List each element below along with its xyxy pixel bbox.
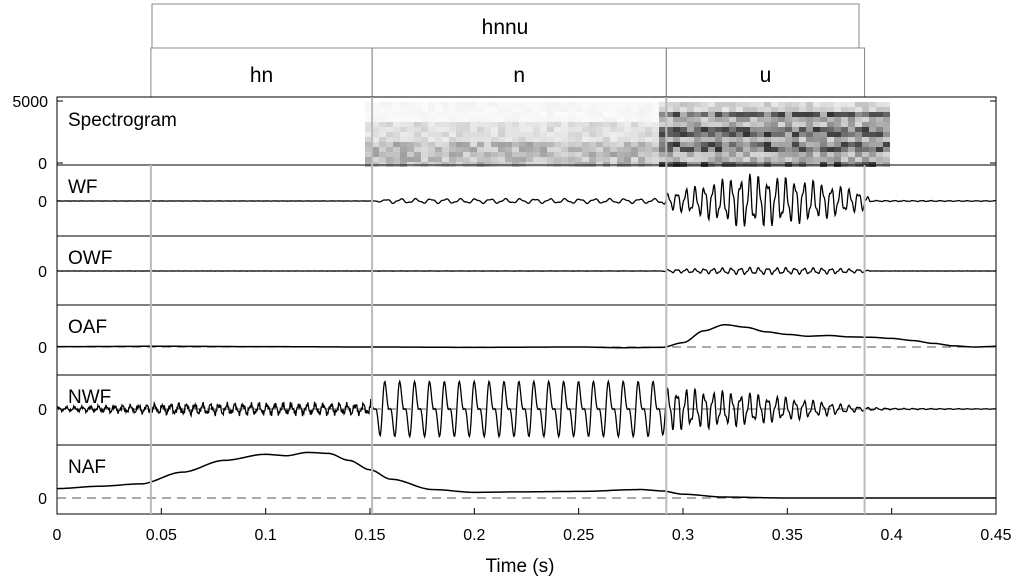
y-tick-label: 0 bbox=[38, 264, 47, 281]
segment-2: n bbox=[371, 47, 667, 99]
x-tick-label: 0.45 bbox=[980, 527, 1011, 544]
x-tick-label: 0.4 bbox=[881, 527, 903, 544]
panel-label: OAF bbox=[68, 317, 107, 338]
x-tick-label: 0.3 bbox=[672, 527, 694, 544]
y-tick-label: 0 bbox=[38, 491, 47, 508]
naf-panel: NAF 0 bbox=[38, 444, 997, 515]
segment-label: hn bbox=[250, 64, 273, 87]
nwf-series-line bbox=[57, 379, 996, 439]
segment-1: hn bbox=[150, 47, 373, 99]
x-tick-label: 0.15 bbox=[354, 527, 385, 544]
spectrogram-panel: Spectrogram 0 5000 bbox=[12, 94, 997, 173]
oaf-series-line bbox=[57, 323, 996, 349]
spectrogram-cells bbox=[365, 102, 890, 167]
panel-label: WF bbox=[68, 177, 98, 198]
x-tick-label: 0.35 bbox=[772, 527, 803, 544]
x-tick-label: 0.05 bbox=[146, 527, 177, 544]
x-tick-label: 0.1 bbox=[255, 527, 277, 544]
oaf-panel: OAF 0 bbox=[38, 304, 997, 376]
owf-series-line bbox=[57, 266, 996, 276]
segment-label: u bbox=[760, 64, 772, 87]
segment-label: n bbox=[513, 64, 525, 87]
panel-label: OWF bbox=[68, 248, 112, 269]
oaf-frame bbox=[56, 304, 997, 376]
x-tick-label: 0.2 bbox=[463, 527, 485, 544]
segment-3: u bbox=[665, 47, 866, 99]
panel-label: Spectrogram bbox=[68, 110, 177, 131]
word-label: hnnu bbox=[482, 16, 529, 39]
x-tick-label: 0.25 bbox=[563, 527, 594, 544]
y-tick-label: 0 bbox=[38, 402, 47, 419]
panel-label: NAF bbox=[68, 457, 106, 478]
naf-frame bbox=[56, 444, 997, 515]
wf-series-line bbox=[57, 173, 996, 227]
waveform-panels: WF 0 OWF 0 OAF 0 NWF 0 NAF 0 bbox=[38, 164, 997, 515]
nwf-panel: NWF 0 bbox=[38, 374, 997, 446]
y-tick-label: 0 bbox=[38, 340, 47, 357]
owf-panel: OWF 0 bbox=[38, 235, 997, 306]
y-tick-label: 0 bbox=[38, 156, 47, 173]
y-tick-label: 5000 bbox=[12, 94, 48, 111]
segment-row: hn n u bbox=[150, 47, 866, 99]
wf-panel: WF 0 bbox=[38, 164, 997, 237]
x-tick-label: 0 bbox=[53, 527, 62, 544]
segment-boundaries bbox=[149, 97, 866, 514]
x-axis-title: Time (s) bbox=[486, 556, 555, 577]
y-tick-label: 0 bbox=[38, 194, 47, 211]
transcription-header: hnnu hn n u bbox=[150, 3, 866, 99]
naf-series-line bbox=[57, 451, 996, 499]
panel-label: NWF bbox=[68, 387, 111, 408]
x-axis: 0 0.05 0.1 0.15 0.2 0.25 0.3 0.35 0.4 0.45 bbox=[53, 508, 1012, 544]
